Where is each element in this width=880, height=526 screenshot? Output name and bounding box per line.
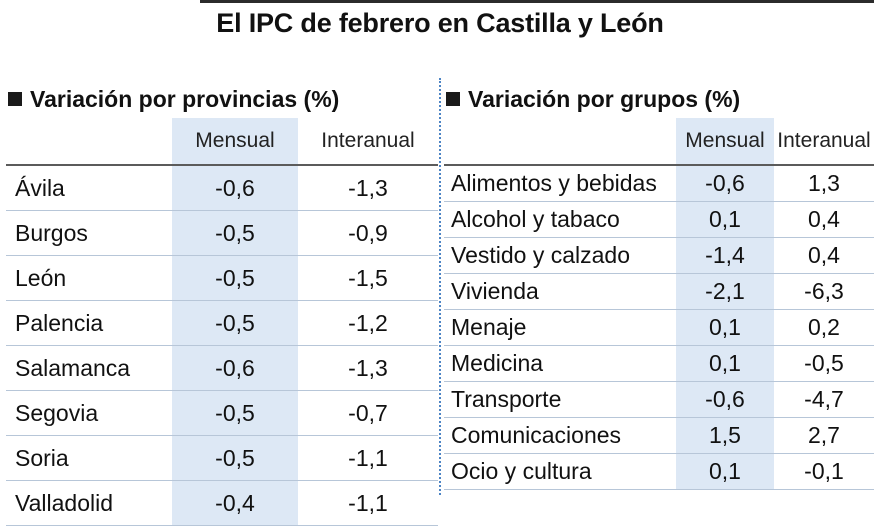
interanual-value: 2,7 <box>774 417 874 454</box>
table-row: Medicina 0,1 -0,5 <box>444 345 874 382</box>
table-header-row: Mensual Interanual <box>6 118 438 166</box>
row-label: Segovia <box>6 390 172 436</box>
mensual-value: -0,4 <box>172 480 298 526</box>
interanual-value: -0,9 <box>298 210 438 256</box>
top-rule <box>200 0 874 3</box>
row-label: Palencia <box>6 300 172 346</box>
interanual-value: -0,7 <box>298 390 438 436</box>
table-row: Alcohol y tabaco 0,1 0,4 <box>444 201 874 238</box>
interanual-value: -0,1 <box>774 453 874 490</box>
interanual-value: -1,3 <box>298 165 438 211</box>
groups-heading: Variación por grupos (%) <box>444 80 874 118</box>
mensual-value: -1,4 <box>676 237 774 274</box>
mensual-value: -0,5 <box>172 435 298 481</box>
row-label: Ocio y cultura <box>444 453 676 490</box>
mensual-value: -0,6 <box>172 345 298 391</box>
table-header-row: Mensual Interanual <box>444 118 874 166</box>
mensual-value: 0,1 <box>676 201 774 238</box>
table-row: Vestido y calzado -1,4 0,4 <box>444 237 874 274</box>
table-row: Comunicaciones 1,5 2,7 <box>444 417 874 454</box>
mensual-value: 0,1 <box>676 309 774 346</box>
row-label: Valladolid <box>6 480 172 526</box>
header-interanual: Interanual <box>298 118 438 166</box>
provinces-table-body: Ávila -0,6 -1,3 Burgos -0,5 -0,9 León -0,5 -1,5 P… <box>6 165 438 526</box>
interanual-value: -0,5 <box>774 345 874 382</box>
table-row: Salamanca -0,6 -1,3 <box>6 345 438 391</box>
interanual-value: -1,1 <box>298 480 438 526</box>
table-row: Menaje 0,1 0,2 <box>444 309 874 346</box>
interanual-value: 1,3 <box>774 165 874 202</box>
groups-table-body: Alimentos y bebidas -0,6 1,3 Alcohol y taba… <box>444 165 874 490</box>
interanual-value: 0,4 <box>774 237 874 274</box>
header-empty <box>444 118 676 166</box>
groups-heading-label: Variación por grupos (%) <box>468 85 741 112</box>
row-label: Ávila <box>6 165 172 211</box>
row-label: Soria <box>6 435 172 481</box>
provinces-heading-label: Variación por provincias (%) <box>30 85 340 112</box>
header-mensual: Mensual <box>172 118 298 166</box>
mensual-value: 0,1 <box>676 453 774 490</box>
row-label: Vivienda <box>444 273 676 310</box>
interanual-value: -1,3 <box>298 345 438 391</box>
row-label: León <box>6 255 172 301</box>
header-empty <box>6 118 172 166</box>
row-label: Transporte <box>444 381 676 418</box>
table-row: León -0,5 -1,5 <box>6 255 438 301</box>
mensual-value: -0,6 <box>676 381 774 418</box>
row-label: Burgos <box>6 210 172 256</box>
mensual-value: -2,1 <box>676 273 774 310</box>
row-label: Vestido y calzado <box>444 237 676 274</box>
mensual-value: 0,1 <box>676 345 774 382</box>
table-row: Alimentos y bebidas -0,6 1,3 <box>444 165 874 202</box>
row-label: Menaje <box>444 309 676 346</box>
square-bullet-icon <box>8 92 22 106</box>
table-row: Burgos -0,5 -0,9 <box>6 210 438 256</box>
interanual-value: -1,2 <box>298 300 438 346</box>
row-label: Alimentos y bebidas <box>444 165 676 202</box>
provinces-heading: Variación por provincias (%) <box>6 80 438 118</box>
row-label: Medicina <box>444 345 676 382</box>
square-bullet-icon <box>446 92 460 106</box>
interanual-value: 0,2 <box>774 309 874 346</box>
page-title: El IPC de febrero en Castilla y León <box>216 8 664 38</box>
header-interanual: Interanual <box>774 118 874 166</box>
mensual-value: -0,6 <box>172 165 298 211</box>
table-row: Valladolid -0,4 -1,1 <box>6 480 438 526</box>
interanual-value: 0,4 <box>774 201 874 238</box>
interanual-value: -4,7 <box>774 381 874 418</box>
table-row: Ávila -0,6 -1,3 <box>6 165 438 211</box>
mensual-value: 1,5 <box>676 417 774 454</box>
interanual-value: -1,1 <box>298 435 438 481</box>
row-label: Salamanca <box>6 345 172 391</box>
mensual-value: -0,5 <box>172 210 298 256</box>
mensual-value: -0,6 <box>676 165 774 202</box>
row-label: Alcohol y tabaco <box>444 201 676 238</box>
interanual-value: -1,5 <box>298 255 438 301</box>
table-row: Palencia -0,5 -1,2 <box>6 300 438 346</box>
groups-table: Mensual Interanual Alimentos y bebidas -0… <box>444 118 874 490</box>
table-row: Soria -0,5 -1,1 <box>6 435 438 481</box>
column-divider <box>439 78 441 495</box>
table-row: Ocio y cultura 0,1 -0,1 <box>444 453 874 490</box>
table-row: Transporte -0,6 -4,7 <box>444 381 874 418</box>
mensual-value: -0,5 <box>172 390 298 436</box>
groups-panel: Variación por grupos (%) Mensual Interan… <box>444 80 874 490</box>
mensual-value: -0,5 <box>172 300 298 346</box>
mensual-value: -0,5 <box>172 255 298 301</box>
table-row: Vivienda -2,1 -6,3 <box>444 273 874 310</box>
table-row: Segovia -0,5 -0,7 <box>6 390 438 436</box>
interanual-value: -6,3 <box>774 273 874 310</box>
provinces-table: Mensual Interanual Ávila -0,6 -1,3 Burgos -0… <box>6 118 438 526</box>
provinces-panel: Variación por provincias (%) Mensual Int… <box>6 80 438 526</box>
row-label: Comunicaciones <box>444 417 676 454</box>
header-mensual: Mensual <box>676 118 774 166</box>
